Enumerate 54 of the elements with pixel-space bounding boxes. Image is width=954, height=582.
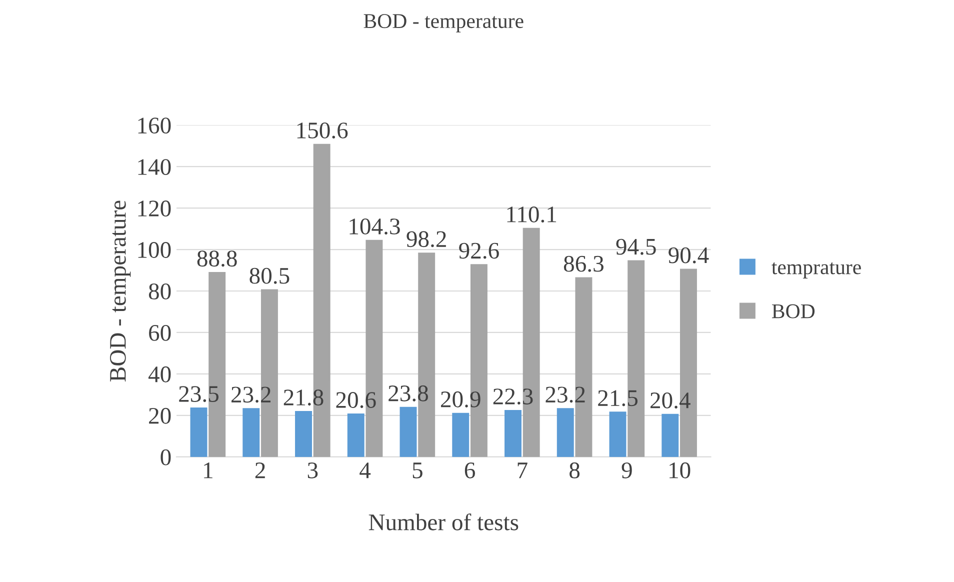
chart-title: BOD - temperature — [364, 14, 524, 32]
x-tick-label: 8 — [570, 462, 580, 478]
y-tick-label: 140 — [138, 159, 171, 176]
y-tick-label: 0 — [160, 449, 171, 466]
data-label: 23.2 — [232, 386, 270, 403]
bar — [242, 408, 260, 457]
data-label: 90.4 — [668, 247, 709, 264]
data-label: 86.3 — [564, 256, 604, 272]
bar — [504, 410, 522, 457]
x-tick-label: 4 — [360, 462, 371, 478]
data-label: 98.2 — [406, 231, 446, 248]
x-tick-label: 1 — [204, 462, 212, 478]
data-label: 80.5 — [250, 268, 290, 284]
x-tick-label: 5 — [412, 462, 422, 478]
data-label: 21.8 — [284, 390, 324, 406]
data-label: 23.8 — [388, 385, 428, 402]
data-label: 21.5 — [598, 390, 638, 406]
data-label: 94.5 — [616, 238, 656, 255]
data-label: 20.9 — [441, 391, 480, 408]
y-tick-label: 20 — [149, 408, 171, 424]
x-tick-label: 7 — [518, 462, 528, 478]
legend-label: temprature — [772, 262, 861, 278]
data-label: 150.6 — [297, 122, 348, 139]
x-tick-label: 9 — [622, 462, 632, 478]
data-label: 110.1 — [507, 206, 556, 223]
bar — [295, 410, 312, 457]
bar — [347, 413, 364, 457]
x-tick-label: 6 — [464, 462, 475, 478]
data-label: 88.8 — [197, 250, 237, 267]
bar — [609, 412, 626, 457]
bar — [662, 414, 679, 457]
data-label: 23.5 — [179, 386, 218, 402]
x-tick-label: 10 — [670, 462, 690, 478]
legend-label: BOD — [772, 304, 815, 318]
data-label: 20.4 — [650, 392, 690, 408]
y-tick-label: 120 — [138, 200, 171, 216]
bar — [556, 408, 574, 457]
x-tick-label: 2 — [255, 462, 265, 478]
data-label: 20.6 — [336, 392, 376, 408]
y-tick-label: 160 — [138, 118, 171, 134]
data-label: 23.2 — [546, 386, 585, 403]
data-label: 92.6 — [459, 242, 499, 259]
x-tick-label: 3 — [308, 462, 318, 478]
y-tick-label: 80 — [148, 283, 171, 300]
x-axis-title: Number of tests — [368, 513, 518, 530]
y-tick-label: 60 — [149, 324, 171, 341]
bar — [400, 406, 417, 457]
y-tick-label: 40 — [148, 366, 171, 382]
bar — [452, 412, 470, 457]
data-label: 22.3 — [493, 388, 533, 405]
data-label: 104.3 — [350, 218, 400, 235]
bar — [190, 407, 208, 457]
y-axis-title: BOD - temperature — [110, 200, 131, 382]
y-tick-label: 100 — [138, 242, 171, 258]
